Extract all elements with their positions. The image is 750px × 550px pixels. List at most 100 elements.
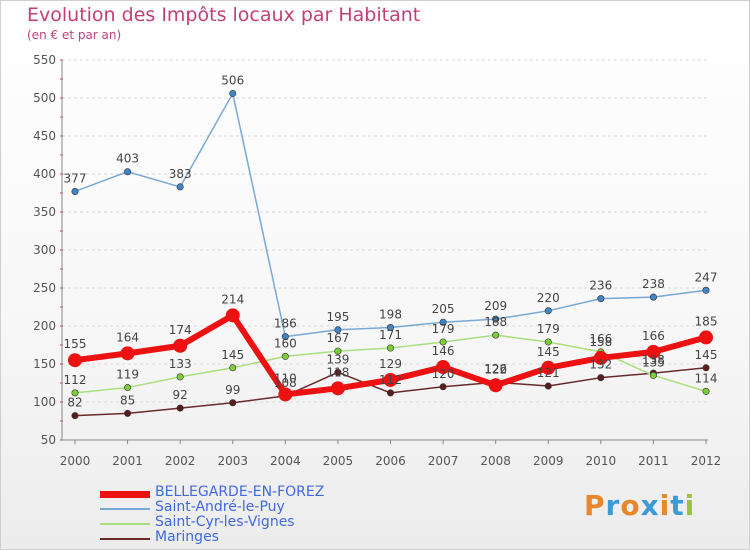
data-point xyxy=(225,308,240,323)
x-tick-label: 2004 xyxy=(270,454,301,468)
data-point xyxy=(439,338,447,346)
data-point xyxy=(334,326,342,334)
data-point xyxy=(68,353,82,368)
data-point xyxy=(646,344,661,359)
data-label: 121 xyxy=(537,366,560,380)
data-label: 146 xyxy=(432,344,455,358)
data-label: 167 xyxy=(326,331,349,345)
data-label: 403 xyxy=(116,152,139,166)
data-point xyxy=(439,318,447,326)
x-tick-label: 2010 xyxy=(586,454,617,468)
data-label: 99 xyxy=(225,383,240,397)
data-label: 186 xyxy=(274,317,297,331)
data-label: 135 xyxy=(642,355,665,369)
data-label: 126 xyxy=(484,362,507,376)
logo-letter: t xyxy=(670,489,685,522)
x-tick-label: 2012 xyxy=(691,454,722,468)
data-label: 188 xyxy=(484,315,507,329)
logo-letter: x xyxy=(640,489,660,522)
data-label: 179 xyxy=(432,322,455,336)
data-point xyxy=(541,360,556,375)
data-label: 198 xyxy=(379,308,402,322)
data-point xyxy=(124,168,132,176)
legend-label: BELLEGARDE-EN-FOREZ xyxy=(155,484,325,500)
logo-letter: i xyxy=(684,489,696,522)
data-label: 114 xyxy=(695,371,718,385)
data-point xyxy=(439,383,447,391)
logo-letter: r xyxy=(605,489,621,522)
legend-swatch xyxy=(100,508,150,510)
data-label: 220 xyxy=(537,291,560,305)
data-label: 133 xyxy=(169,357,192,371)
data-point xyxy=(229,399,237,407)
data-label: 185 xyxy=(695,314,718,328)
data-point xyxy=(71,412,79,420)
data-point xyxy=(176,183,184,191)
data-label: 82 xyxy=(67,396,82,410)
legend-swatch xyxy=(100,538,150,540)
y-tick-label: 450 xyxy=(33,129,56,143)
y-tick-label: 150 xyxy=(33,357,56,371)
data-label: 119 xyxy=(116,368,139,382)
data-label: 195 xyxy=(326,310,349,324)
data-point xyxy=(176,404,184,412)
data-point xyxy=(124,409,132,417)
data-labels: 82 85 92 99 108 139 112 120 126 121 132 138 145 112 11… xyxy=(64,73,718,409)
data-point xyxy=(544,307,552,315)
data-point xyxy=(702,387,710,395)
data-label: 122 xyxy=(484,362,507,376)
data-point xyxy=(334,347,342,355)
legend-swatch xyxy=(100,523,150,525)
data-label: 205 xyxy=(432,302,455,316)
data-label: 164 xyxy=(116,330,139,344)
y-tick-label: 350 xyxy=(33,205,56,219)
chart-title: Evolution des Impôts locaux par Habitant xyxy=(27,4,421,26)
y-tick-label: 100 xyxy=(33,395,56,409)
data-label: 238 xyxy=(642,277,665,291)
data-label: 160 xyxy=(274,336,297,350)
data-label: 92 xyxy=(173,388,188,402)
data-point xyxy=(386,344,394,352)
data-point xyxy=(173,338,188,353)
legend-swatch xyxy=(100,490,150,498)
data-point xyxy=(649,293,657,301)
data-label: 506 xyxy=(221,73,244,87)
data-point xyxy=(597,295,605,303)
data-label: 214 xyxy=(221,292,244,306)
legend-label: Saint-Cyr-les-Vignes xyxy=(155,514,295,530)
data-point xyxy=(176,373,184,381)
data-label: 171 xyxy=(379,328,402,342)
x-tick-label: 2002 xyxy=(165,454,196,468)
x-tick-label: 2001 xyxy=(112,454,143,468)
y-tick-label: 300 xyxy=(33,243,56,257)
data-label: 108 xyxy=(274,376,297,390)
data-label: 377 xyxy=(64,171,87,185)
data-label: 139 xyxy=(326,352,349,366)
data-point xyxy=(71,389,79,397)
data-label: 138 xyxy=(642,353,665,367)
data-label: 145 xyxy=(695,348,718,362)
data-label: 112 xyxy=(64,373,87,387)
chart-subtitle: (en € et par an) xyxy=(27,28,122,42)
data-label: 120 xyxy=(432,367,455,381)
data-point xyxy=(71,187,79,195)
data-point xyxy=(593,350,608,365)
data-point xyxy=(281,352,289,360)
data-point xyxy=(278,387,293,402)
data-point xyxy=(124,384,132,392)
data-point xyxy=(544,338,552,346)
y-tick-label: 250 xyxy=(33,281,56,295)
x-tick-label: 2005 xyxy=(323,454,354,468)
y-tick-label: 500 xyxy=(33,91,56,105)
data-point xyxy=(436,360,451,375)
data-point xyxy=(492,315,500,323)
data-label: 158 xyxy=(589,335,612,349)
y-tick-label: 400 xyxy=(33,167,56,181)
logo-letter: o xyxy=(620,489,641,522)
data-label: 209 xyxy=(484,299,507,313)
data-point xyxy=(699,330,713,345)
data-label: 247 xyxy=(695,270,718,284)
data-point xyxy=(281,333,289,341)
